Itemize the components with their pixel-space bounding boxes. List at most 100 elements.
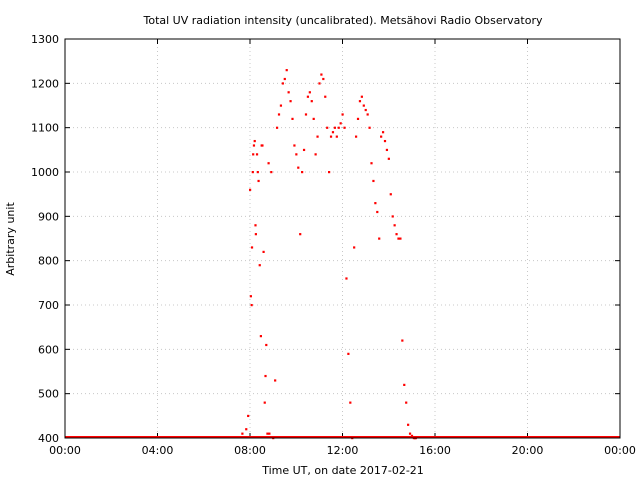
data-point	[399, 237, 402, 240]
data-point	[295, 153, 298, 156]
data-point	[328, 171, 331, 174]
data-point	[268, 432, 271, 435]
chart-title: Total UV radiation intensity (uncalibrat…	[143, 14, 543, 27]
y-tick-label: 1200	[31, 77, 59, 90]
data-point	[312, 117, 315, 120]
y-tick-label: 800	[38, 255, 59, 268]
y-tick-label: 1000	[31, 166, 59, 179]
data-point	[281, 82, 284, 85]
data-point	[258, 264, 261, 267]
data-point	[253, 139, 256, 143]
data-point	[264, 374, 267, 378]
data-point	[395, 233, 398, 236]
data-point	[364, 108, 367, 112]
data-point	[316, 135, 319, 138]
data-point	[267, 162, 270, 165]
data-point	[297, 166, 300, 169]
data-point	[376, 210, 379, 214]
y-tick-label: 400	[38, 432, 59, 445]
x-tick-label: 08:00	[234, 444, 266, 457]
data-point	[254, 233, 257, 236]
data-point	[277, 113, 281, 116]
data-point	[262, 250, 265, 253]
data-point	[289, 100, 292, 103]
data-point	[302, 148, 306, 152]
data-point	[291, 117, 294, 120]
data-point	[301, 171, 304, 174]
data-point	[331, 131, 335, 134]
data-point	[368, 126, 371, 129]
data-point	[380, 135, 383, 138]
data-point	[279, 104, 283, 107]
data-point	[383, 139, 387, 143]
data-point	[354, 135, 358, 138]
data-point	[341, 113, 344, 116]
data-point	[322, 77, 325, 81]
x-tick-label: 20:00	[512, 444, 544, 457]
data-point	[345, 277, 348, 280]
data-point	[378, 237, 381, 240]
data-point	[285, 69, 288, 72]
y-tick-label: 1100	[31, 122, 59, 135]
data-point	[251, 171, 254, 174]
data-point	[366, 113, 369, 116]
data-point	[372, 179, 375, 183]
y-tick-label: 1300	[31, 33, 59, 46]
data-point	[252, 153, 255, 156]
data-point	[265, 343, 268, 347]
axis-ticks: 400 500 600 700 800 900 1000 1100 1200 1300 00:00 0…	[31, 33, 636, 457]
y-tick-label: 500	[38, 388, 59, 401]
data-point	[333, 126, 336, 129]
x-tick-label: 16:00	[419, 444, 451, 457]
data-point	[275, 126, 279, 129]
x-tick-label: 12:00	[327, 444, 359, 457]
data-point	[391, 215, 394, 218]
grid-lines	[65, 39, 620, 438]
data-point	[261, 144, 264, 147]
data-point	[247, 414, 250, 418]
data-point	[387, 157, 390, 160]
data-point	[393, 224, 396, 227]
data-point	[353, 246, 356, 249]
data-point	[249, 188, 252, 191]
data-point	[283, 77, 286, 81]
data-point	[310, 100, 313, 103]
data-point	[403, 383, 406, 386]
data-point	[256, 171, 259, 174]
data-point	[329, 135, 333, 138]
data-points	[65, 69, 620, 440]
data-point	[324, 95, 327, 98]
data-point	[405, 401, 408, 404]
y-tick-label: 600	[38, 343, 59, 356]
data-point	[381, 131, 385, 134]
data-point	[320, 73, 323, 76]
data-point	[314, 153, 317, 156]
data-point	[397, 237, 400, 240]
data-point	[347, 352, 350, 355]
data-point	[259, 335, 262, 338]
data-point	[245, 428, 248, 431]
data-point	[362, 104, 365, 107]
data-point	[255, 153, 259, 156]
y-tick-label: 900	[38, 210, 59, 223]
data-point	[410, 434, 414, 437]
x-tick-label: 04:00	[142, 444, 174, 457]
data-point	[318, 82, 321, 85]
data-point	[339, 122, 342, 125]
data-point	[401, 339, 404, 342]
data-point	[250, 246, 254, 249]
data-point	[407, 423, 410, 426]
data-point	[304, 113, 308, 116]
y-axis-label: Arbitrary unit	[4, 202, 17, 276]
data-point	[326, 126, 329, 129]
data-point	[250, 304, 253, 307]
data-point	[308, 91, 311, 94]
data-point	[360, 95, 363, 98]
data-point	[408, 432, 412, 435]
data-point	[335, 135, 338, 138]
data-point	[254, 224, 257, 227]
x-tick-label: 00:00	[604, 444, 636, 457]
data-point	[299, 233, 302, 236]
data-point	[337, 126, 340, 129]
